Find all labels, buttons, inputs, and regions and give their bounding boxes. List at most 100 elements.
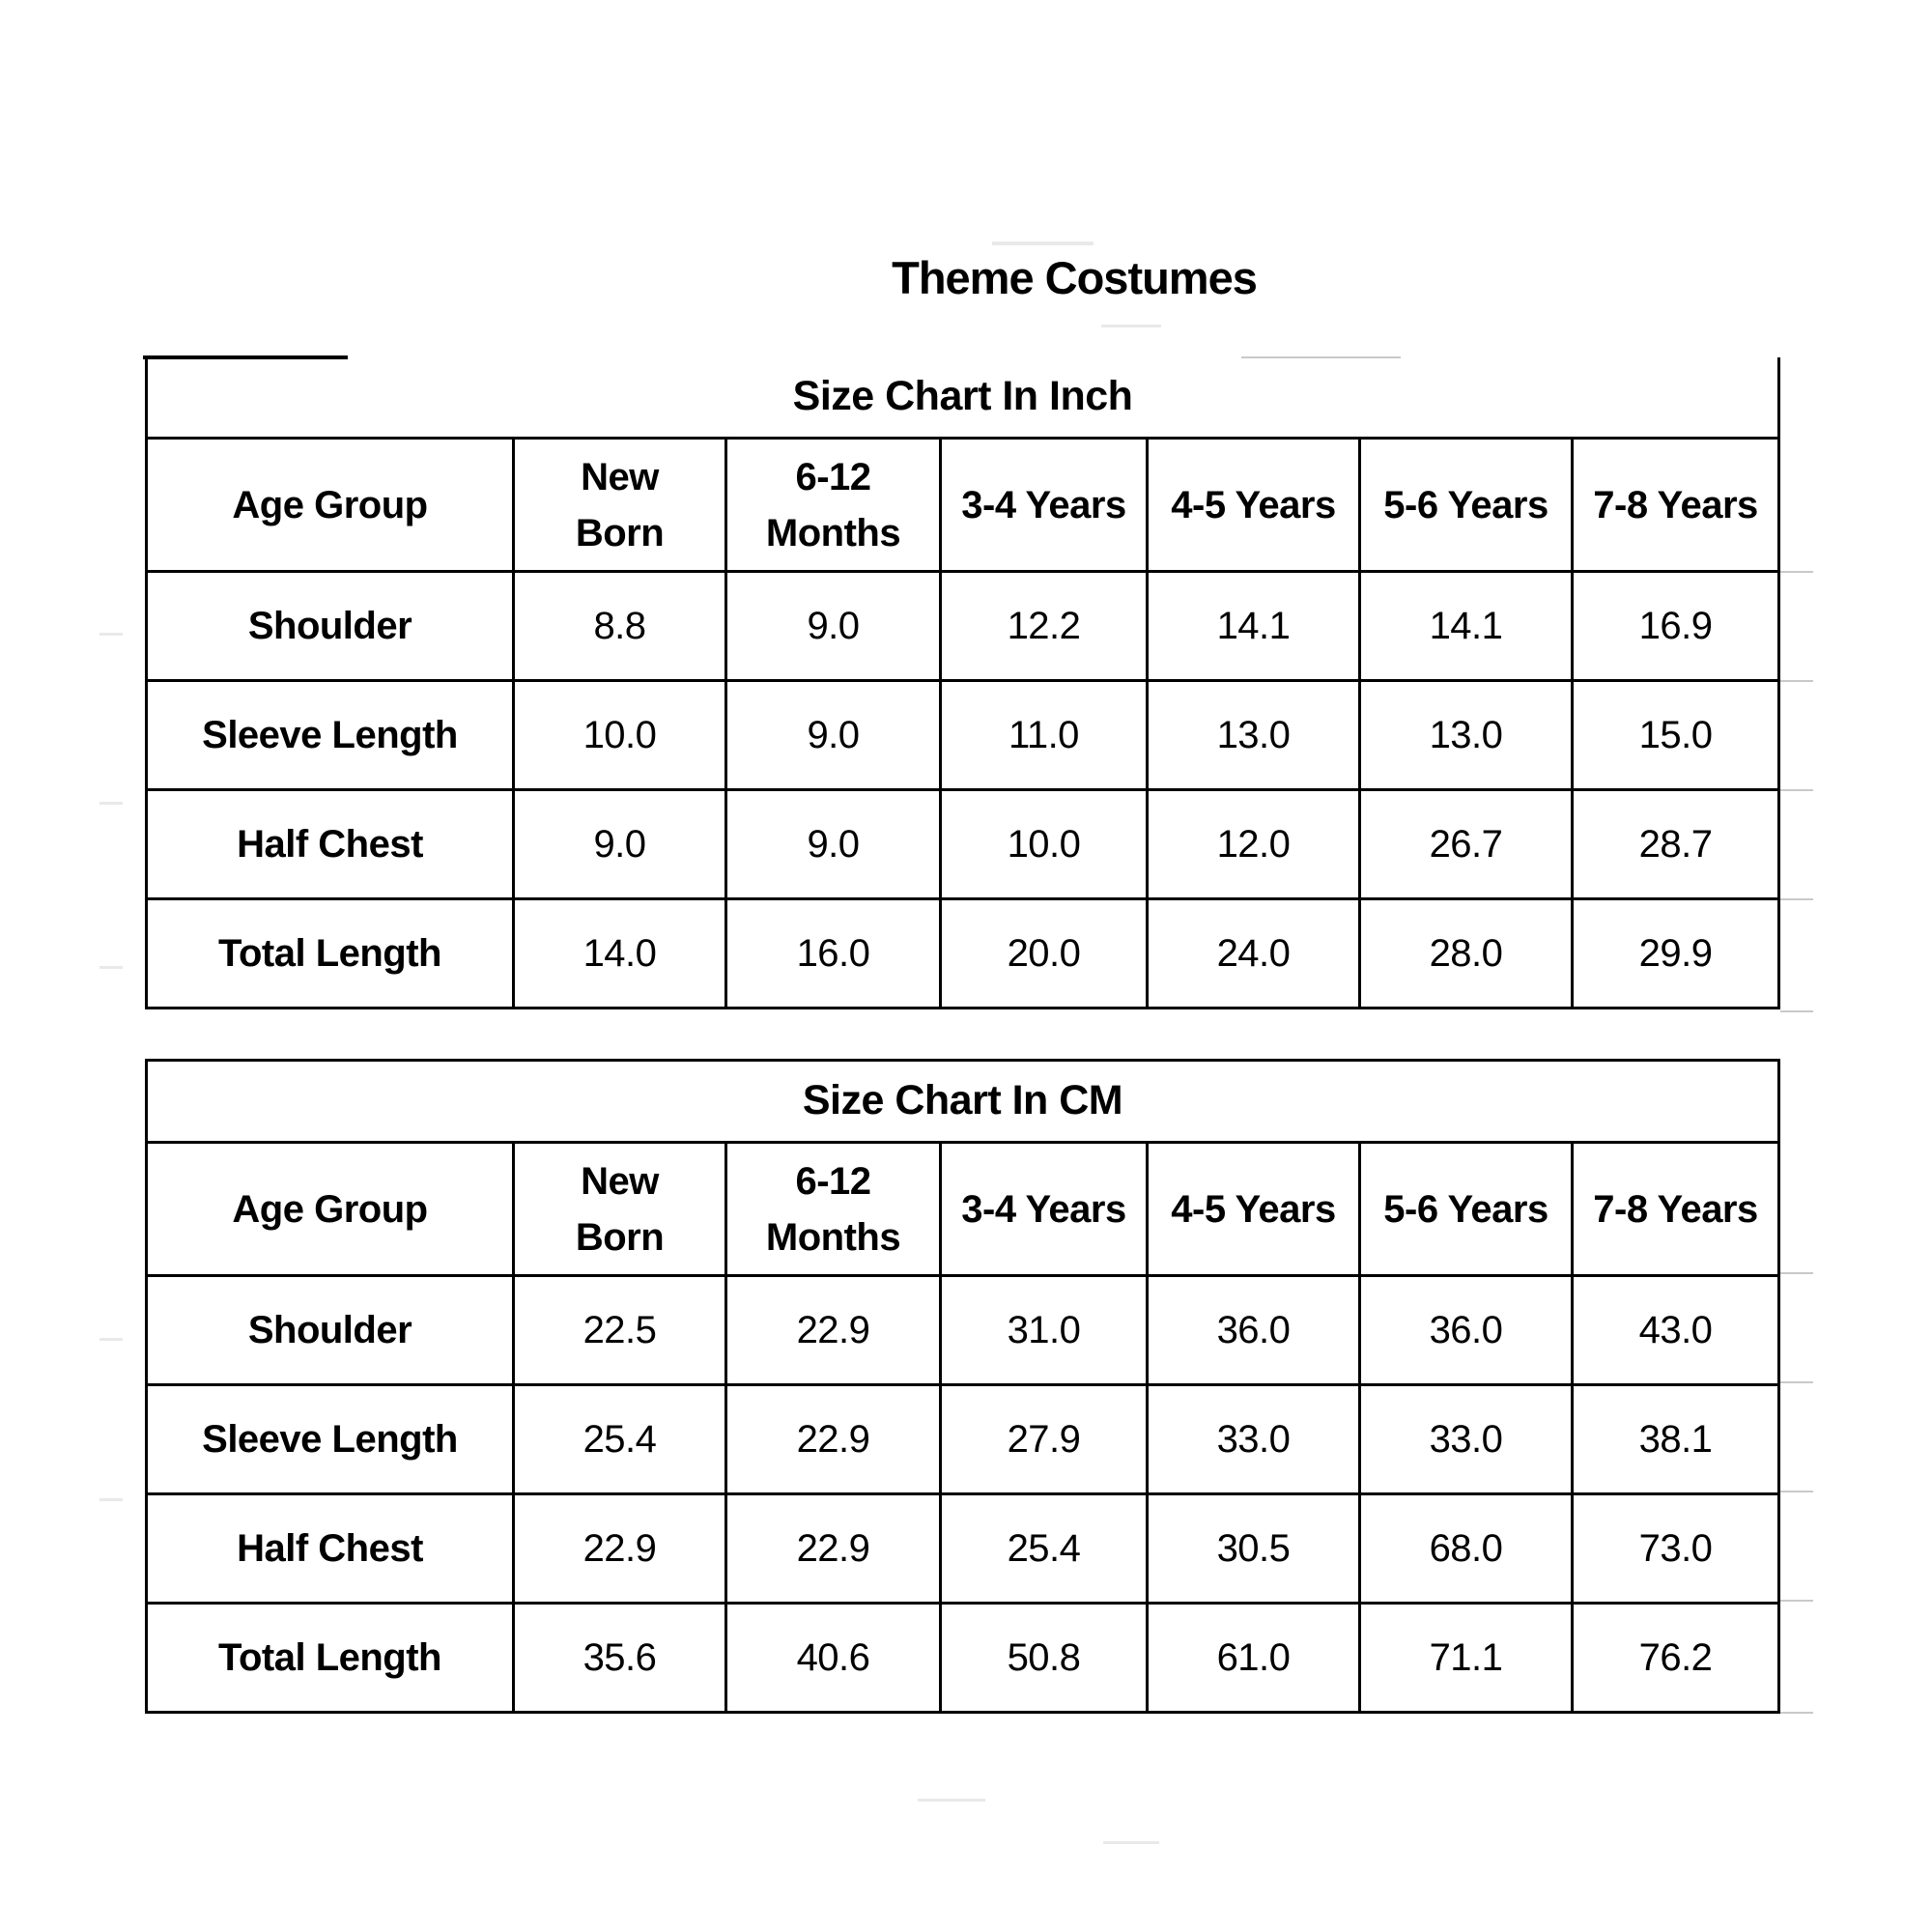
- scan-artifact-line: [143, 355, 348, 359]
- column-header-6-12-months: 6-12 Months: [724, 1141, 942, 1277]
- column-header-new-born: New Born: [512, 437, 727, 573]
- value-cell: 10.0: [512, 679, 727, 791]
- value-cell: 25.4: [512, 1383, 727, 1495]
- table-row: Shoulder 22.5 22.9 31.0 36.0 36.0 43.0: [145, 1274, 1781, 1386]
- table-row: Half Chest 9.0 9.0 10.0 12.0 26.7 28.7: [145, 788, 1781, 900]
- size-chart-inch-table: Size Chart In Inch Age Group New Born 6-…: [144, 357, 1781, 1009]
- value-cell: 38.1: [1570, 1383, 1781, 1495]
- row-label-half-chest: Half Chest: [145, 1492, 515, 1605]
- gridline-stub: [99, 966, 123, 969]
- scan-artifact-smudge: [918, 1799, 985, 1802]
- row-label-total-length: Total Length: [145, 897, 515, 1009]
- gridline-stub: [1780, 680, 1813, 682]
- row-label-sleeve-length: Sleeve Length: [145, 679, 515, 791]
- value-cell: 27.9: [939, 1383, 1149, 1495]
- column-header-age-group: Age Group: [145, 437, 515, 573]
- row-label-total-length: Total Length: [145, 1602, 515, 1714]
- value-cell: 9.0: [724, 788, 942, 900]
- column-header-5-6-years: 5-6 Years: [1358, 437, 1574, 573]
- gridline-stub: [99, 802, 123, 805]
- value-cell: 14.1: [1358, 570, 1574, 682]
- column-header-3-4-years: 3-4 Years: [939, 1141, 1149, 1277]
- table-row: Total Length 35.6 40.6 50.8 61.0 71.1 76…: [145, 1602, 1781, 1714]
- table-row: Shoulder 8.8 9.0 12.2 14.1 14.1 16.9: [145, 570, 1781, 682]
- gridline-stub: [1780, 789, 1813, 791]
- value-cell: 29.9: [1570, 897, 1781, 1009]
- column-header-7-8-years: 7-8 Years: [1570, 1141, 1781, 1277]
- value-cell: 76.2: [1570, 1602, 1781, 1714]
- table-title: Size Chart In CM: [144, 1059, 1781, 1144]
- value-cell: 22.5: [512, 1274, 727, 1386]
- value-cell: 30.5: [1146, 1492, 1361, 1605]
- value-cell: 8.8: [512, 570, 727, 682]
- value-cell: 33.0: [1358, 1383, 1574, 1495]
- value-cell: 15.0: [1570, 679, 1781, 791]
- gridline-stub: [1780, 571, 1813, 573]
- value-cell: 12.0: [1146, 788, 1361, 900]
- gridline-stub: [1780, 1272, 1813, 1274]
- value-cell: 14.1: [1146, 570, 1361, 682]
- column-header-7-8-years: 7-8 Years: [1570, 437, 1781, 573]
- value-cell: 22.9: [724, 1383, 942, 1495]
- value-cell: 50.8: [939, 1602, 1149, 1714]
- size-chart-cm-table: Size Chart In CM Age Group New Born 6-12…: [144, 1059, 1781, 1714]
- column-header-4-5-years: 4-5 Years: [1146, 437, 1361, 573]
- scan-artifact-smudge: [1103, 1841, 1159, 1844]
- value-cell: 22.9: [512, 1492, 727, 1605]
- value-cell: 31.0: [939, 1274, 1149, 1386]
- value-cell: 73.0: [1570, 1492, 1781, 1605]
- row-label-sleeve-length: Sleeve Length: [145, 1383, 515, 1495]
- value-cell: 24.0: [1146, 897, 1361, 1009]
- table-row: Sleeve Length 25.4 22.9 27.9 33.0 33.0 3…: [145, 1383, 1781, 1495]
- value-cell: 68.0: [1358, 1492, 1574, 1605]
- value-cell: 14.0: [512, 897, 727, 1009]
- table-row: Size Chart In CM: [144, 1059, 1781, 1144]
- value-cell: 20.0: [939, 897, 1149, 1009]
- column-header-6-12-months: 6-12 Months: [724, 437, 942, 573]
- gridline-stub: [1780, 1381, 1813, 1383]
- row-label-half-chest: Half Chest: [145, 788, 515, 900]
- gridline-stub: [1780, 898, 1813, 900]
- value-cell: 13.0: [1146, 679, 1361, 791]
- column-header-5-6-years: 5-6 Years: [1358, 1141, 1574, 1277]
- page-title: Theme Costumes: [892, 252, 1258, 303]
- column-header-age-group: Age Group: [145, 1141, 515, 1277]
- table-row: Age Group New Born 6-12 Months 3-4 Years…: [145, 1141, 1781, 1277]
- value-cell: 9.0: [512, 788, 727, 900]
- value-cell: 25.4: [939, 1492, 1149, 1605]
- value-cell: 43.0: [1570, 1274, 1781, 1386]
- table-title: Size Chart In Inch: [144, 357, 1781, 440]
- gridline-stub: [99, 1498, 123, 1501]
- table-row: Total Length 14.0 16.0 20.0 24.0 28.0 29…: [145, 897, 1781, 1009]
- value-cell: 16.0: [724, 897, 942, 1009]
- value-cell: 12.2: [939, 570, 1149, 682]
- gridline-stub: [99, 633, 123, 636]
- gridline-stub: [1780, 1010, 1813, 1012]
- value-cell: 9.0: [724, 570, 942, 682]
- value-cell: 10.0: [939, 788, 1149, 900]
- gridline-stub: [99, 1338, 123, 1341]
- row-label-shoulder: Shoulder: [145, 1274, 515, 1386]
- value-cell: 35.6: [512, 1602, 727, 1714]
- value-cell: 11.0: [939, 679, 1149, 791]
- value-cell: 22.9: [724, 1274, 942, 1386]
- table-row: Age Group New Born 6-12 Months 3-4 Years…: [145, 437, 1781, 573]
- table-row: Sleeve Length 10.0 9.0 11.0 13.0 13.0 15…: [145, 679, 1781, 791]
- value-cell: 13.0: [1358, 679, 1574, 791]
- scan-artifact-smudge: [1101, 325, 1161, 327]
- value-cell: 28.0: [1358, 897, 1574, 1009]
- value-cell: 28.7: [1570, 788, 1781, 900]
- value-cell: 16.9: [1570, 570, 1781, 682]
- gridline-stub: [1780, 1712, 1813, 1714]
- gridline-stub: [1780, 1600, 1813, 1602]
- value-cell: 71.1: [1358, 1602, 1574, 1714]
- table-row: Size Chart In Inch: [144, 357, 1781, 440]
- table-row: Half Chest 22.9 22.9 25.4 30.5 68.0 73.0: [145, 1492, 1781, 1605]
- value-cell: 36.0: [1146, 1274, 1361, 1386]
- value-cell: 26.7: [1358, 788, 1574, 900]
- gridline-stub: [1780, 1491, 1813, 1492]
- scan-artifact-line: [1241, 356, 1401, 358]
- value-cell: 36.0: [1358, 1274, 1574, 1386]
- value-cell: 33.0: [1146, 1383, 1361, 1495]
